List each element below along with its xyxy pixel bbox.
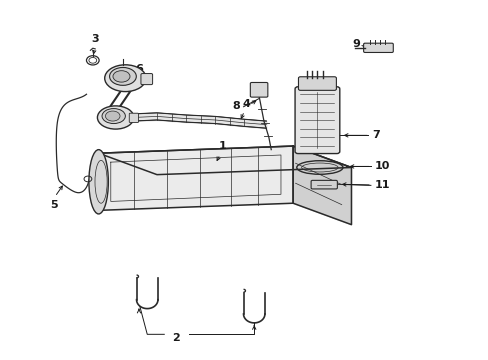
Text: 1: 1 [218, 141, 226, 152]
Text: 8: 8 [232, 101, 240, 111]
Ellipse shape [105, 111, 120, 121]
Polygon shape [99, 146, 351, 175]
Ellipse shape [102, 109, 125, 123]
Polygon shape [292, 146, 351, 225]
FancyBboxPatch shape [310, 180, 337, 189]
Text: 4: 4 [242, 99, 249, 109]
Text: 11: 11 [374, 180, 389, 190]
Text: 10: 10 [374, 161, 389, 171]
Ellipse shape [109, 67, 136, 85]
FancyBboxPatch shape [298, 77, 336, 90]
Ellipse shape [113, 71, 130, 82]
FancyBboxPatch shape [294, 87, 339, 154]
Text: 3: 3 [91, 34, 99, 44]
FancyBboxPatch shape [250, 82, 267, 97]
Ellipse shape [104, 65, 146, 91]
Ellipse shape [89, 150, 108, 214]
FancyBboxPatch shape [129, 113, 138, 122]
Text: 6: 6 [135, 64, 142, 73]
Text: 2: 2 [172, 333, 180, 343]
FancyBboxPatch shape [363, 43, 392, 53]
Ellipse shape [97, 106, 134, 129]
Text: 5: 5 [50, 201, 58, 210]
Text: 7: 7 [372, 130, 379, 140]
Text: 9: 9 [352, 39, 360, 49]
Polygon shape [99, 146, 292, 210]
FancyBboxPatch shape [141, 73, 152, 85]
